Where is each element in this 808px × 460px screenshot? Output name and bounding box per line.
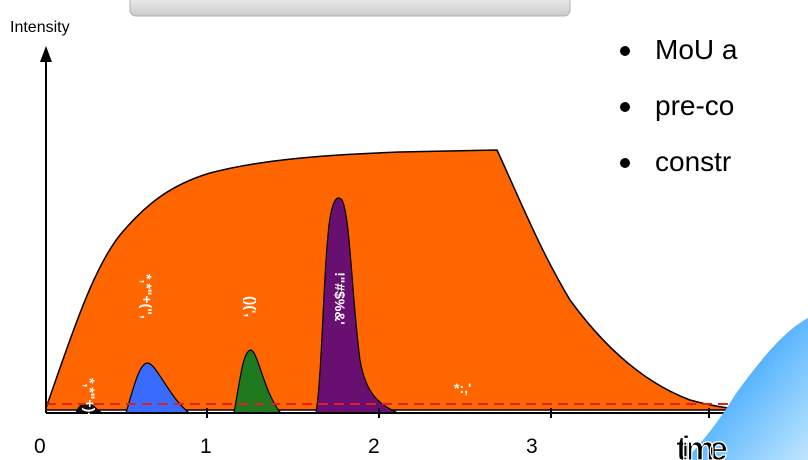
peak-label-purple: !"#$%&' — [332, 272, 348, 325]
peak-label-green: ()(', — [243, 296, 259, 317]
bullet-dot-icon — [620, 102, 630, 112]
peak-label-blue: *,*"+(", — [139, 274, 155, 319]
bullet-item: pre-co — [620, 78, 737, 134]
y-axis-arrow — [40, 46, 52, 62]
x-tick-label: 0 — [34, 435, 46, 458]
bullet-item: constr — [620, 134, 737, 190]
bullet-text: pre-co — [655, 90, 734, 121]
y-axis-label: Intensity — [10, 19, 70, 36]
x-tick-label: 3 — [526, 435, 538, 458]
bullet-dot-icon — [620, 158, 630, 168]
bullet-dot-icon — [620, 46, 630, 56]
top-banner-shadow — [130, 0, 570, 16]
bullet-text: MoU a — [655, 34, 737, 65]
x-tick-label: 1 — [200, 435, 212, 458]
x-tick-label: 2 — [368, 435, 380, 458]
annotation-label: *:,' — [454, 380, 471, 396]
corner-logo-text: time — [676, 430, 727, 460]
bullet-list: MoU a pre-co constr — [620, 22, 737, 190]
bullet-item: MoU a — [620, 22, 737, 78]
peak-label-small: *,*"+)- — [82, 378, 98, 417]
bullet-text: constr — [655, 146, 731, 177]
